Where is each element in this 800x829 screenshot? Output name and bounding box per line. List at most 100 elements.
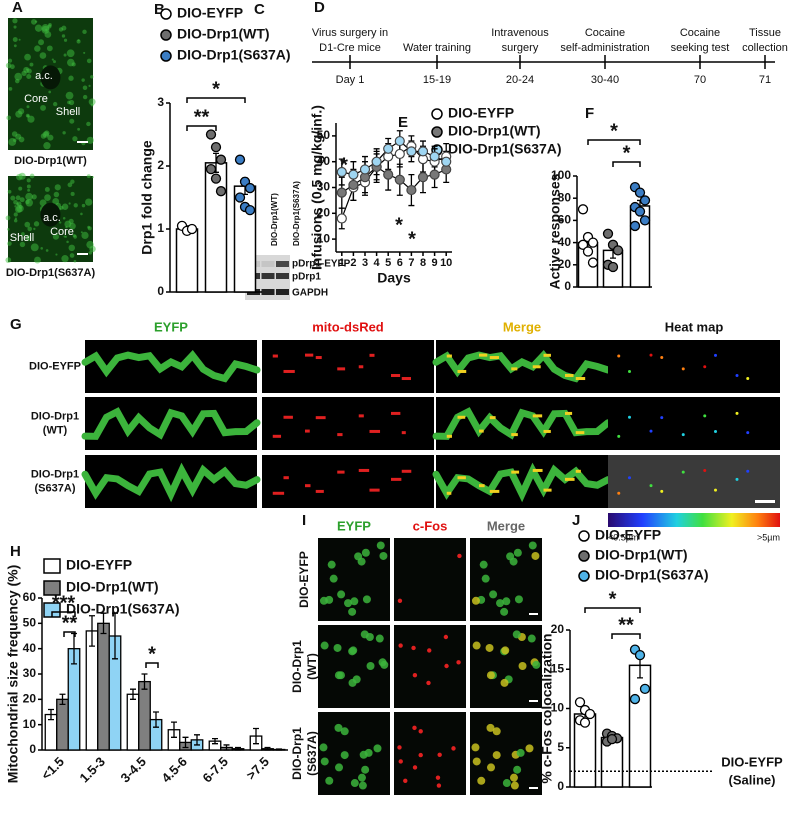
event-label: Virus surgery in bbox=[312, 27, 388, 39]
texture bbox=[66, 240, 69, 244]
y-axis-label: % c-Fos colocalization bbox=[539, 633, 555, 783]
error-bar bbox=[59, 693, 66, 706]
texture bbox=[41, 24, 50, 32]
dendrite bbox=[432, 349, 612, 383]
cell bbox=[350, 779, 359, 788]
texture bbox=[7, 58, 13, 63]
mito bbox=[617, 434, 621, 438]
texture bbox=[7, 227, 10, 231]
event-day: Day 1 bbox=[336, 74, 365, 86]
texture bbox=[18, 136, 25, 143]
mito bbox=[575, 431, 585, 435]
mito bbox=[401, 377, 411, 381]
x-tick-label: 6-7.5 bbox=[199, 754, 231, 786]
data-point bbox=[612, 245, 624, 256]
y-tick-label: 50 bbox=[23, 616, 37, 630]
panel-label: F bbox=[585, 105, 594, 122]
mito bbox=[511, 367, 518, 371]
error-bar bbox=[264, 746, 271, 751]
texture bbox=[88, 251, 92, 255]
column-header: c-Fos bbox=[413, 518, 448, 533]
texture bbox=[25, 68, 29, 71]
error-bar bbox=[112, 612, 118, 660]
data-point bbox=[394, 148, 405, 160]
event-label: Water training bbox=[403, 42, 471, 54]
cell bbox=[380, 660, 389, 669]
micrograph bbox=[394, 538, 466, 621]
texture bbox=[13, 138, 17, 142]
event-label: collection bbox=[742, 42, 788, 54]
bar bbox=[126, 693, 140, 751]
micrograph bbox=[608, 397, 780, 450]
cell bbox=[333, 643, 342, 652]
data-point bbox=[383, 169, 394, 180]
legend-label: DIO-Drp1(S637A) bbox=[177, 47, 291, 63]
band bbox=[276, 261, 289, 267]
column-header: Heat map bbox=[665, 319, 724, 334]
cell bbox=[320, 757, 329, 766]
texture bbox=[47, 134, 54, 141]
y-tick-label: 0 bbox=[157, 284, 164, 298]
band bbox=[276, 273, 289, 279]
micrograph bbox=[608, 340, 780, 393]
texture bbox=[29, 62, 34, 67]
cell bbox=[528, 541, 537, 550]
event-day: 71 bbox=[759, 74, 771, 86]
significance-bracket bbox=[51, 611, 76, 617]
dendrite bbox=[81, 407, 261, 440]
texture bbox=[13, 218, 18, 223]
mito bbox=[457, 415, 466, 419]
significance: ** bbox=[618, 614, 634, 636]
row-label: (S637A) bbox=[305, 731, 319, 776]
x-tick-label: 5 bbox=[385, 257, 391, 269]
cell bbox=[487, 763, 496, 772]
x-tick-label: 3-4.5 bbox=[117, 754, 149, 786]
error-bar bbox=[212, 737, 218, 745]
cell bbox=[344, 599, 353, 608]
dendrite bbox=[81, 349, 261, 383]
significance: * bbox=[340, 154, 348, 176]
cell bbox=[513, 765, 522, 774]
data-point bbox=[406, 184, 417, 196]
texture bbox=[53, 60, 56, 64]
x-tick-label: 9 bbox=[432, 257, 438, 269]
significance-bracket bbox=[186, 125, 217, 131]
texture bbox=[67, 58, 75, 67]
texture bbox=[39, 52, 47, 59]
x-tick-label: 1.5-3 bbox=[76, 754, 108, 786]
texture bbox=[27, 115, 35, 123]
texture bbox=[87, 225, 91, 229]
texture bbox=[40, 247, 43, 250]
error-bar bbox=[100, 612, 107, 635]
panel-label: D bbox=[314, 0, 325, 16]
nucleus bbox=[427, 648, 432, 653]
texture bbox=[66, 49, 75, 58]
texture bbox=[82, 94, 88, 100]
texture bbox=[19, 197, 25, 203]
significance-bracket bbox=[611, 633, 641, 639]
y-tick-label: 3 bbox=[157, 95, 164, 109]
data-point bbox=[406, 146, 417, 157]
data-point bbox=[429, 151, 440, 162]
x-tick-label: 3 bbox=[362, 257, 368, 269]
texture bbox=[18, 38, 21, 41]
texture bbox=[51, 58, 54, 61]
cell bbox=[340, 727, 349, 736]
texture bbox=[86, 121, 91, 127]
reference-label: DIO-EYFP bbox=[721, 755, 783, 770]
texture bbox=[25, 199, 33, 207]
data-point bbox=[336, 166, 347, 178]
texture bbox=[86, 58, 92, 64]
anterior-commissure bbox=[40, 65, 61, 90]
mito bbox=[660, 416, 664, 420]
mito bbox=[446, 354, 452, 358]
x-tick-label: 8 bbox=[420, 257, 426, 269]
error-bar bbox=[130, 688, 136, 700]
mito bbox=[746, 431, 750, 435]
texture bbox=[31, 194, 37, 200]
scale-bar bbox=[529, 700, 538, 702]
texture bbox=[12, 18, 18, 24]
nucleus bbox=[397, 745, 402, 750]
bar bbox=[175, 228, 199, 293]
texture bbox=[34, 45, 41, 52]
